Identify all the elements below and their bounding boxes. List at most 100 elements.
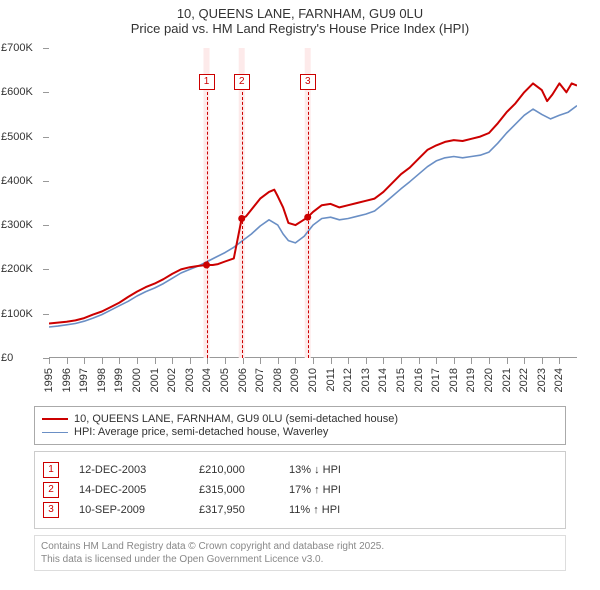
x-tick <box>243 358 244 364</box>
x-tick-label: 2000 <box>131 368 143 392</box>
transaction-date: 12-DEC-2003 <box>79 464 199 476</box>
x-tick-label: 2014 <box>377 368 389 392</box>
x-tick <box>348 358 349 364</box>
transaction-row: 3 10-SEP-2009£317,95011% ↑ HPI <box>43 502 557 518</box>
x-tick-label: 2024 <box>553 368 565 392</box>
x-tick-label: 2015 <box>395 368 407 392</box>
x-tick-label: 2023 <box>536 368 548 392</box>
x-tick-label: 2012 <box>342 368 354 392</box>
transaction-marker: 1 <box>43 462 59 478</box>
x-tick <box>419 358 420 364</box>
x-tick <box>172 358 173 364</box>
transaction-marker: 2 <box>43 482 59 498</box>
y-tick-label: £200K <box>1 263 33 275</box>
x-tick <box>401 358 402 364</box>
transaction-price: £317,950 <box>199 504 289 516</box>
attribution-box: Contains HM Land Registry data © Crown c… <box>34 535 566 571</box>
y-tick <box>43 92 49 93</box>
x-tick-label: 2018 <box>448 368 460 392</box>
transactions-table: 1 12-DEC-2003£210,00013% ↓ HPI 2 14-DEC-200… <box>34 451 566 529</box>
x-tick-label: 2002 <box>166 368 178 392</box>
y-tick-label: £300K <box>1 219 33 231</box>
y-tick-label: £600K <box>1 86 33 98</box>
y-tick <box>43 181 49 182</box>
x-tick <box>102 358 103 364</box>
transaction-delta: 17% ↑ HPI <box>289 484 389 496</box>
legend-row: HPI: Average price, semi-detached house,… <box>42 426 558 438</box>
transaction-marker: 3 <box>43 502 59 518</box>
x-tick-label: 2004 <box>201 368 213 392</box>
legend-row: 10, QUEENS LANE, FARNHAM, GU9 0LU (semi-… <box>42 413 558 425</box>
transaction-price: £210,000 <box>199 464 289 476</box>
y-tick-label: £0 <box>1 352 13 364</box>
transaction-row: 2 14-DEC-2005£315,00017% ↑ HPI <box>43 482 557 498</box>
x-tick <box>155 358 156 364</box>
y-tick-label: £100K <box>1 308 33 320</box>
legend-label: HPI: Average price, semi-detached house,… <box>74 426 328 438</box>
x-tick <box>260 358 261 364</box>
x-tick <box>119 358 120 364</box>
x-tick-label: 2009 <box>289 368 301 392</box>
x-tick-label: 2020 <box>483 368 495 392</box>
x-tick-label: 2001 <box>149 368 161 392</box>
transaction-date: 14-DEC-2005 <box>79 484 199 496</box>
y-tick <box>43 48 49 49</box>
y-tick <box>43 225 49 226</box>
series-price_paid <box>49 83 577 323</box>
x-tick <box>190 358 191 364</box>
x-tick <box>49 358 50 364</box>
x-tick <box>278 358 279 364</box>
x-tick <box>524 358 525 364</box>
x-tick-label: 2021 <box>501 368 513 392</box>
sale-marker-box: 3 <box>300 74 316 90</box>
legend-box: 10, QUEENS LANE, FARNHAM, GU9 0LU (semi-… <box>34 406 566 445</box>
x-tick <box>67 358 68 364</box>
x-tick-label: 2005 <box>219 368 231 392</box>
transaction-delta: 13% ↓ HPI <box>289 464 389 476</box>
chart-title-line2: Price paid vs. HM Land Registry's House … <box>4 21 596 36</box>
x-tick-label: 2016 <box>413 368 425 392</box>
x-tick-label: 1995 <box>43 368 55 392</box>
x-tick-label: 1997 <box>78 368 90 392</box>
x-tick-label: 2013 <box>360 368 372 392</box>
x-tick <box>84 358 85 364</box>
x-tick-label: 2017 <box>430 368 442 392</box>
x-tick-label: 2022 <box>518 368 530 392</box>
legend-swatch <box>42 418 68 420</box>
x-tick-label: 2003 <box>184 368 196 392</box>
x-tick <box>471 358 472 364</box>
x-tick <box>489 358 490 364</box>
x-tick <box>507 358 508 364</box>
y-tick <box>43 314 49 315</box>
x-tick <box>383 358 384 364</box>
y-tick-label: £500K <box>1 131 33 143</box>
y-tick-label: £700K <box>1 42 33 54</box>
transaction-delta: 11% ↑ HPI <box>289 504 389 516</box>
transaction-row: 1 12-DEC-2003£210,00013% ↓ HPI <box>43 462 557 478</box>
y-tick-label: £400K <box>1 175 33 187</box>
series-hpi <box>49 106 577 327</box>
x-tick-label: 2011 <box>325 368 337 392</box>
attribution-line1: Contains HM Land Registry data © Crown c… <box>41 540 559 553</box>
plot-region <box>49 48 577 358</box>
transaction-price: £315,000 <box>199 484 289 496</box>
sale-marker-box: 1 <box>199 74 215 90</box>
line-series-svg <box>49 48 577 358</box>
legend-swatch <box>42 432 68 433</box>
sale-marker-vline <box>308 92 309 358</box>
attribution-line2: This data is licensed under the Open Gov… <box>41 553 559 566</box>
x-tick <box>225 358 226 364</box>
x-tick-label: 2019 <box>465 368 477 392</box>
x-tick <box>366 358 367 364</box>
x-tick-label: 2010 <box>307 368 319 392</box>
transaction-date: 10-SEP-2009 <box>79 504 199 516</box>
sale-marker-vline <box>207 92 208 358</box>
x-tick <box>207 358 208 364</box>
x-tick <box>331 358 332 364</box>
chart-area: £0£100K£200K£300K£400K£500K£600K£700K199… <box>5 44 595 404</box>
y-tick <box>43 269 49 270</box>
x-tick-label: 2006 <box>237 368 249 392</box>
x-tick <box>454 358 455 364</box>
sale-marker-box: 2 <box>234 74 250 90</box>
chart-title-line1: 10, QUEENS LANE, FARNHAM, GU9 0LU <box>4 6 596 21</box>
